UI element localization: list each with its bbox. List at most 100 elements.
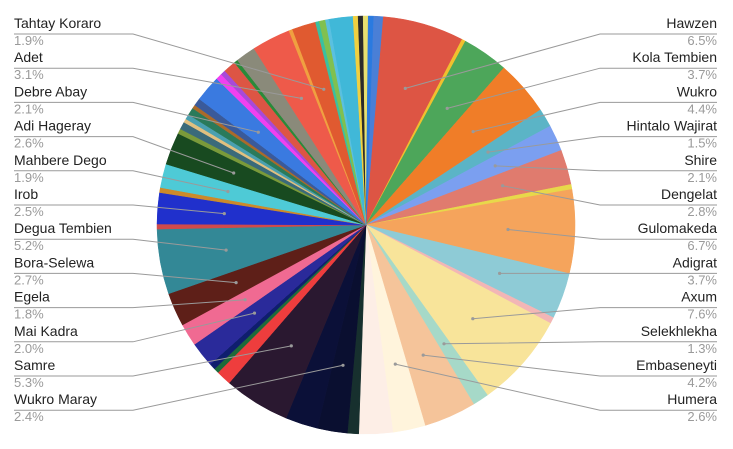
slice-percent-selekhlekha: 1.3%: [687, 341, 717, 356]
slice-percent-irob: 2.5%: [14, 204, 44, 219]
slice-percent-mahbere-dego: 1.9%: [14, 170, 44, 185]
leader-line-debre-abay: [14, 101, 259, 133]
leader-line-adi-hageray: [14, 136, 234, 174]
leader-line-dengelat: [502, 185, 717, 206]
slice-percent-adigrat: 3.7%: [687, 272, 717, 287]
leader-dot-mai-kadra: [252, 311, 257, 315]
leader-line-embaseneyti: [423, 354, 717, 377]
slice-percent-gulomakeda: 6.7%: [687, 238, 717, 253]
slice-percent-mai-kadra: 2.0%: [14, 341, 44, 356]
slice-percent-adet: 3.1%: [14, 67, 44, 82]
slice-percent-wukro: 4.4%: [687, 101, 717, 116]
slice-percent-wukro-maray: 2.4%: [14, 409, 44, 424]
slice-label-kola-tembien: Kola Tembien: [632, 49, 717, 65]
leader-line-irob: [14, 204, 225, 215]
slice-label-axum: Axum: [681, 289, 717, 305]
leader-line-mai-kadra: [14, 312, 255, 343]
leader-line-hintalo-wajirat: [487, 136, 717, 153]
leader-dot-wukro-maray: [341, 363, 345, 367]
leader-line-shire: [495, 165, 717, 172]
slice-label-humera: Humera: [667, 391, 717, 407]
leader-dot-embaseneyti: [421, 353, 425, 357]
leader-line-humera: [395, 363, 717, 411]
leader-dot-wukro: [471, 130, 475, 134]
slice-percent-samre: 5.3%: [14, 375, 44, 390]
leader-line-samre: [14, 345, 292, 377]
leader-line-tahtay-koraro: [14, 33, 324, 90]
slice-label-gulomakeda: Gulomakeda: [638, 220, 718, 236]
leader-dot-mahbere-dego: [226, 189, 230, 194]
leader-dot-bora-selewa: [234, 281, 238, 285]
leader-line-kola-tembien: [447, 67, 717, 109]
leader-dot-degua-tembien: [224, 248, 228, 252]
slice-label-adet: Adet: [14, 49, 43, 65]
slice-label-shire: Shire: [684, 152, 717, 168]
leader-dot-hawzen: [403, 86, 407, 90]
slice-label-hawzen: Hawzen: [666, 15, 717, 31]
slice-percent-adi-hageray: 2.6%: [14, 136, 44, 151]
leader-line-wukro-maray: [14, 364, 344, 411]
leader-dot-axum: [471, 317, 475, 321]
slice-percent-bora-selewa: 2.7%: [14, 272, 44, 287]
slice-label-egela: Egela: [14, 289, 50, 305]
slice-percent-embaseneyti: 4.2%: [687, 375, 717, 390]
leader-dot-tahtay-koraro: [322, 87, 326, 91]
leader-dot-gulomakeda: [506, 227, 510, 232]
slice-label-hintalo-wajirat: Hintalo Wajirat: [626, 118, 717, 134]
leader-dot-egela: [243, 298, 247, 302]
leader-lines: [14, 33, 717, 411]
pie-slices: [156, 15, 576, 435]
leader-line-wukro: [472, 101, 717, 133]
leader-dot-humera: [393, 362, 397, 366]
slice-percent-degua-tembien: 5.2%: [14, 238, 44, 253]
slice-label-mai-kadra: Mai Kadra: [14, 323, 78, 339]
leader-line-gulomakeda: [507, 229, 717, 240]
leader-line-egela: [14, 299, 246, 309]
leader-dot-selekhlekha: [442, 342, 446, 346]
slice-label-bora-selewa: Bora-Selewa: [14, 254, 94, 270]
slice-percent-hintalo-wajirat: 1.5%: [687, 136, 717, 151]
leader-dot-adet: [299, 96, 303, 100]
leader-dot-shire: [493, 164, 497, 168]
slice-percent-dengelat: 2.8%: [687, 204, 717, 219]
leader-line-axum: [472, 307, 717, 320]
slice-label-irob: Irob: [14, 186, 38, 202]
leader-dot-adi-hageray: [232, 171, 236, 175]
slice-percent-humera: 2.6%: [687, 409, 717, 424]
pie-slice-56: [365, 15, 374, 226]
slice-percent-debre-abay: 2.1%: [14, 101, 44, 116]
slice-percent-egela: 1.8%: [14, 307, 44, 322]
slice-percent-axum: 7.6%: [687, 307, 717, 322]
leader-line-bora-selewa: [14, 272, 237, 284]
slice-label-dengelat: Dengelat: [661, 186, 717, 202]
leader-dot-hintalo-wajirat: [486, 150, 490, 154]
leader-dot-adigrat: [498, 271, 502, 275]
slice-label-degua-tembien: Degua Tembien: [14, 220, 112, 236]
leader-line-hawzen: [405, 33, 717, 89]
slice-label-wukro: Wukro: [677, 83, 717, 99]
slice-percent-hawzen: 6.5%: [687, 33, 717, 48]
slice-percent-tahtay-koraro: 1.9%: [14, 33, 44, 48]
slice-label-adigrat: Adigrat: [673, 254, 717, 270]
slice-percent-kola-tembien: 3.7%: [687, 67, 717, 82]
leader-dot-dengelat: [501, 184, 505, 188]
slice-label-samre: Samre: [14, 357, 55, 373]
slice-label-wukro-maray: Wukro Maray: [14, 391, 97, 407]
leader-dot-debre-abay: [256, 130, 260, 134]
slice-label-selekhlekha: Selekhlekha: [641, 323, 717, 339]
leader-dot-irob: [222, 212, 226, 216]
slice-percent-shire: 2.1%: [687, 170, 717, 185]
slice-label-mahbere-dego: Mahbere Dego: [14, 152, 107, 168]
leader-line-adet: [14, 67, 302, 99]
slice-label-embaseneyti: Embaseneyti: [636, 357, 717, 373]
slice-label-debre-abay: Debre Abay: [14, 83, 87, 99]
leader-dot-kola-tembien: [445, 106, 449, 110]
slice-label-tahtay-koraro: Tahtay Koraro: [14, 15, 101, 31]
leader-line-degua-tembien: [14, 238, 227, 251]
slice-label-adi-hageray: Adi Hageray: [14, 118, 91, 134]
leader-line-selekhlekha: [443, 341, 717, 345]
leader-dot-samre: [289, 344, 293, 348]
leader-line-mahbere-dego: [14, 170, 229, 192]
